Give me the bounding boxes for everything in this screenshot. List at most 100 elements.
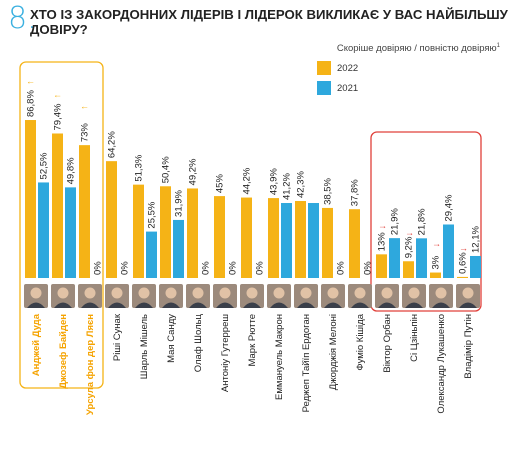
legend-label-2021: 2021 xyxy=(337,82,359,94)
bar-2021-реджеп-тайїп-ердоган xyxy=(308,203,319,278)
bar-2021-віктор-орбан xyxy=(389,238,400,278)
avatar-face-віктор-орбан xyxy=(381,287,393,299)
value-label-2022-владімір-путін: 0,6% xyxy=(458,252,469,274)
avatar-body-фуміо-кішіда xyxy=(351,302,369,308)
bar-2021-мая-санду xyxy=(173,219,184,278)
avatar-body-джорджія-мелоні xyxy=(324,302,342,308)
bar-2022-сі-цзіньпін xyxy=(403,261,414,278)
avatar-body-антоніу-гутерреш xyxy=(216,302,234,308)
category-label-марк-рютте: Марк Рютте xyxy=(247,314,258,367)
avatar-body-ріші-сунак xyxy=(108,302,126,308)
value-label-2022-анджей-дуда: 86,8% xyxy=(26,90,37,117)
value-label-2021-віктор-орбан: 21,9% xyxy=(390,208,401,235)
value-label-2022-шарль-мішель: 51,3% xyxy=(134,154,145,181)
value-label-2021-владімір-путін: 12,1% xyxy=(471,225,482,252)
value-label-2022-ріші-сунак: 64,2% xyxy=(107,131,118,158)
value-label-2021-олександр-лукашенко: 29,4% xyxy=(444,194,455,221)
avatar-body-урсула-фон-дер-ляєн xyxy=(81,302,99,308)
trend-down-icon: → xyxy=(378,220,387,230)
value-label-2021-антоніу-гутерреш: 0% xyxy=(228,261,239,275)
avatar-body-олаф-шольц xyxy=(189,302,207,308)
bar-2022-реджеп-тайїп-ердоган xyxy=(295,201,306,278)
value-label-2022-олександр-лукашенко: 3% xyxy=(431,255,442,269)
value-label-2021-сі-цзіньпін: 21,8% xyxy=(417,208,428,235)
category-label-джозеф-байден: Джозеф Байден xyxy=(58,314,69,389)
avatar-face-мая-санду xyxy=(165,287,177,299)
category-label-мая-санду: Мая Санду xyxy=(166,314,177,363)
subtitle-text: Скоріше довіряю / повністю довіряю xyxy=(336,43,497,55)
avatar-face-урсула-фон-дер-ляєн xyxy=(84,287,96,299)
value-label-2022-віктор-орбан: 13% xyxy=(377,232,388,252)
category-label-олександр-лукашенко: Олександр Лукашенко xyxy=(436,314,447,414)
value-label-2022-реджеп-тайїп-ердоган: 42,3% xyxy=(296,171,307,198)
bar-2022-еммануель-макрон xyxy=(268,198,279,278)
avatar-body-джозеф-байден xyxy=(54,302,72,308)
value-label-2021-марк-рютте: 0% xyxy=(255,261,266,275)
avatar-face-антоніу-гутерреш xyxy=(219,287,231,299)
highlight-box-leaders xyxy=(19,61,104,389)
category-label-ріші-сунак: Ріші Сунак xyxy=(112,313,123,361)
avatar-body-марк-рютте xyxy=(243,302,261,308)
bar-2022-антоніу-гутерреш xyxy=(214,196,225,278)
value-label-2021-анджей-дуда: 52,5% xyxy=(39,152,50,179)
bar-2021-анджей-дуда xyxy=(38,182,49,278)
legend-swatch-2021 xyxy=(317,81,331,95)
value-label-2022-марк-рютте: 44,2% xyxy=(242,167,253,194)
avatar-face-ріші-сунак xyxy=(111,287,123,299)
legend-item-2022: 2022 xyxy=(317,60,358,76)
value-label-2022-олаф-шольц: 49,2% xyxy=(188,158,199,185)
bar-2021-владімір-путін xyxy=(470,255,481,278)
value-label-2021-фуміо-кішіда: 0% xyxy=(363,261,374,275)
avatar-body-реджеп-тайїп-ердоган xyxy=(297,302,315,308)
avatar-face-сі-цзіньпін xyxy=(408,287,420,299)
bar-2022-джозеф-байден xyxy=(52,133,63,278)
bar-2021-джозеф-байден xyxy=(65,187,76,278)
value-label-2021-олаф-шольц: 0% xyxy=(201,261,212,275)
value-label-2022-джорджія-мелоні: 38,5% xyxy=(323,177,334,204)
category-label-фуміо-кішіда: Фуміо Кішіда xyxy=(355,313,366,370)
avatar-face-фуміо-кішіда xyxy=(354,287,366,299)
value-label-2021-ріші-сунак: 0% xyxy=(120,261,131,275)
trend-down-icon: → xyxy=(432,239,441,249)
avatar-body-еммануель-макрон xyxy=(270,302,288,308)
trend-down-icon: → xyxy=(405,227,414,237)
value-label-2022-джозеф-байден: 79,4% xyxy=(53,103,64,130)
category-label-владімір-путін: Владімір Путін xyxy=(463,314,474,379)
value-label-2022-урсула-фон-дер-ляєн: 73% xyxy=(80,123,91,143)
category-label-сі-цзіньпін: Сі Цзіньпін xyxy=(409,314,420,362)
value-label-2022-сі-цзіньпін: 9,2% xyxy=(404,236,415,258)
trend-up-icon: ← xyxy=(80,101,89,111)
chart-subtitle: Скоріше довіряю / повністю довіряю1 xyxy=(337,43,500,54)
highlight-box-negative xyxy=(370,131,482,312)
legend-label-2022: 2022 xyxy=(337,62,359,74)
avatar-face-анджей-дуда xyxy=(30,287,42,299)
value-label-2021-урсула-фон-дер-ляєн: 0% xyxy=(93,261,104,275)
bar-2022-мая-санду xyxy=(160,186,171,278)
bar-2022-ріші-сунак xyxy=(106,161,117,278)
avatar-face-олександр-лукашенко xyxy=(435,287,447,299)
avatar-face-джозеф-байден xyxy=(57,287,69,299)
avatar-face-марк-рютте xyxy=(246,287,258,299)
value-label-2021-джорджія-мелоні: 0% xyxy=(336,261,347,275)
question-number: 8. xyxy=(8,1,37,36)
legend-swatch-2022 xyxy=(317,61,331,75)
category-label-урсула-фон-дер-ляєн: Урсула фон дер Ляєн xyxy=(85,314,96,415)
trend-down-icon: → xyxy=(459,243,468,253)
legend-item-2021: 2021 xyxy=(317,80,358,96)
avatar-face-олаф-шольц xyxy=(192,287,204,299)
bar-2022-урсула-фон-дер-ляєн xyxy=(79,145,90,278)
bar-2022-шарль-мішель xyxy=(133,184,144,278)
trend-up-icon: ← xyxy=(26,76,35,86)
bar-2022-олександр-лукашенко xyxy=(430,272,441,278)
bar-2021-олександр-лукашенко xyxy=(443,224,454,278)
category-label-джорджія-мелоні: Джорджія Мелоні xyxy=(328,314,339,390)
bar-2021-сі-цзіньпін xyxy=(416,238,427,278)
value-label-2021-джозеф-байден: 49,8% xyxy=(66,157,77,184)
bar-2022-віктор-орбан xyxy=(376,254,387,278)
chart-title: ХТО ІЗ ЗАКОРДОННИХ ЛІДЕРІВ І ЛІДЕРОК ВИК… xyxy=(30,7,508,37)
avatar-face-шарль-мішель xyxy=(138,287,150,299)
avatar-body-мая-санду xyxy=(162,302,180,308)
bar-2022-владімір-путін xyxy=(457,276,468,278)
avatar-face-джорджія-мелоні xyxy=(327,287,339,299)
bar-2022-олаф-шольц xyxy=(187,188,198,278)
